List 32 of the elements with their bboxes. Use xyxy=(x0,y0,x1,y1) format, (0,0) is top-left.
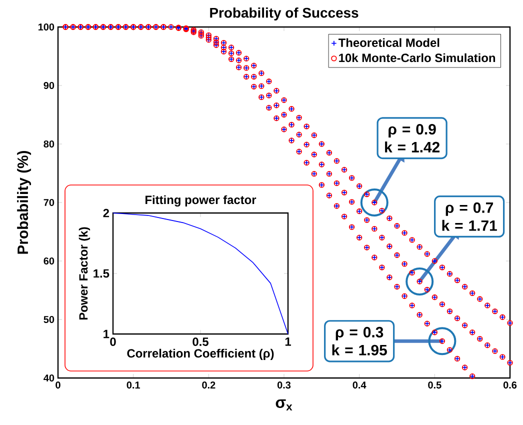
annotation: ρ = 0.9 k = 1.42 xyxy=(385,124,440,152)
x-axis-title: Correlation Coefficient (ρ) xyxy=(127,348,274,360)
x-tick-label: 1 xyxy=(285,338,291,346)
x-tick-label: 0.2 xyxy=(202,382,216,389)
x-tick-label: 0.6 xyxy=(503,382,517,389)
y-tick-label: 100 xyxy=(38,23,54,31)
legend-label: Theoretical Model xyxy=(338,38,440,47)
x-tick-label: 0.5 xyxy=(428,382,442,389)
annotation: ρ = 0.3 k = 1.95 xyxy=(332,326,387,356)
x-tick-label: 0.4 xyxy=(352,382,366,389)
y-tick-label: 1.5 xyxy=(94,269,110,278)
y-tick-label: 60 xyxy=(44,257,54,265)
y-tick-label: 80 xyxy=(44,140,54,148)
line-series xyxy=(112,212,288,334)
y-tick-label: 40 xyxy=(44,374,54,382)
legend-label: 10k Monte-Carlo Simulation xyxy=(339,53,496,62)
x-tick-label: 0.1 xyxy=(126,382,140,389)
x-tick-label: 0.3 xyxy=(277,382,291,389)
y-tick-label: 70 xyxy=(44,198,54,206)
y-tick-label: 2 xyxy=(103,208,110,218)
x-axis-title: σ$_{x}$ xyxy=(276,399,292,410)
y-axis-title: Power Factor (k) xyxy=(78,227,90,320)
y-tick-label: 50 xyxy=(44,316,54,324)
chart-title: Probability of Success xyxy=(210,8,358,20)
y-axis-title: Probability (%) xyxy=(17,150,32,254)
y-tick-label: 1 xyxy=(104,330,110,338)
chart-title: Fitting power factor xyxy=(146,195,256,206)
x-tick-label: 0 xyxy=(110,338,116,346)
x-tick-label: 0 xyxy=(56,382,60,389)
y-tick-label: 90 xyxy=(44,82,54,90)
annotation: ρ = 0.7 k = 1.71 xyxy=(442,202,497,231)
x-tick-label: 0.5 xyxy=(192,338,208,346)
